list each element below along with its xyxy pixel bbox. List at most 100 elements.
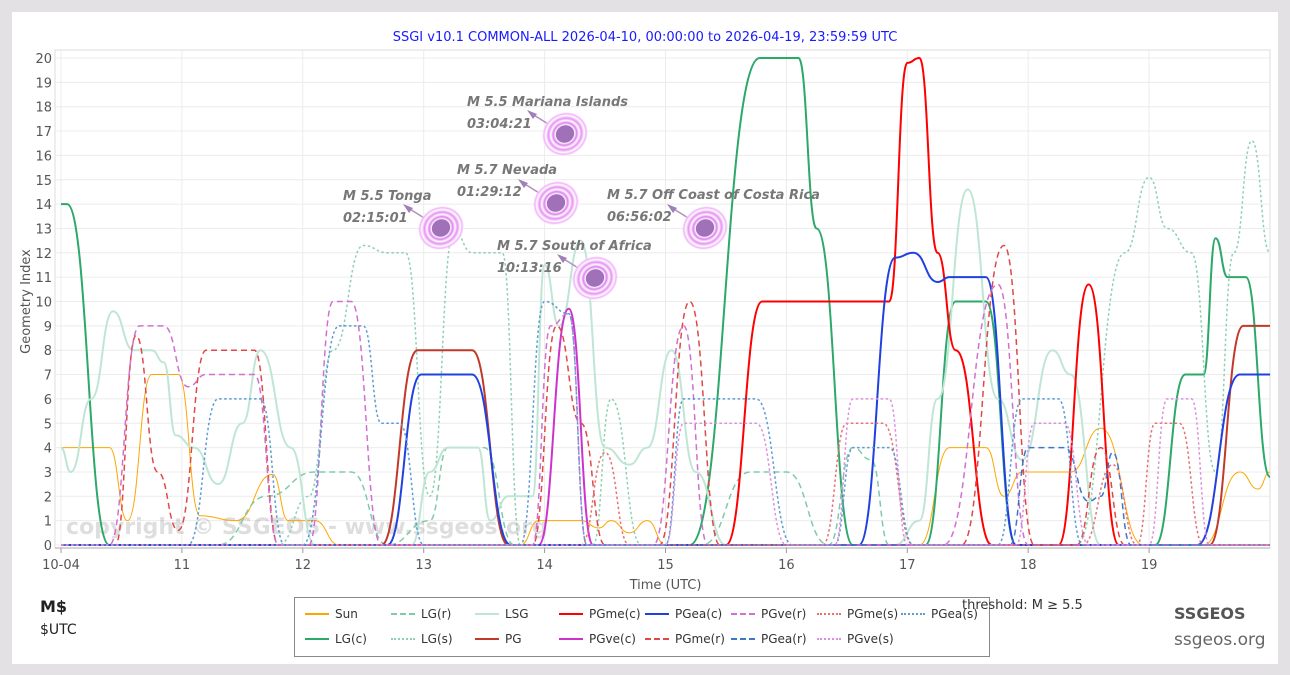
earthquake-time: 06:56:02 (607, 210, 672, 225)
brand-name: SSGEOS (1174, 604, 1246, 623)
x-tick-label: 12 (295, 558, 312, 573)
earthquake-annotation: M 5.5 Tonga 02:15:01 (343, 186, 431, 230)
legend-item[interactable]: PG (475, 632, 522, 646)
legend-swatch (475, 638, 499, 640)
legend-swatch (817, 613, 841, 615)
legend-swatch (305, 638, 329, 640)
series-line-pgmer (60, 244, 1270, 546)
earthquake-time: 01:29:12 (457, 185, 522, 200)
y-tick-label: 18 (35, 101, 52, 116)
legend-label: PGea(s) (931, 607, 978, 621)
arrow-head-icon (527, 110, 537, 119)
y-axis-label: Geometry Index (19, 249, 34, 354)
plot-area (54, 49, 1271, 549)
legend-item[interactable]: Sun (305, 607, 358, 621)
y-tick-label: 6 (44, 393, 52, 408)
legend-swatch (391, 613, 415, 615)
arrow-head-icon (518, 179, 528, 188)
legend-item[interactable]: PGme(c) (559, 607, 641, 621)
earthquake-time: 03:04:21 (467, 117, 532, 132)
arrow-head-icon (557, 254, 567, 263)
earthquake-annotation: M 5.7 Off Coast of Costa Rica 06:56:02 (607, 185, 820, 229)
series-line-lsg (60, 188, 1270, 547)
x-tick-label: 10-04 (42, 558, 80, 573)
legend-swatch (817, 638, 841, 640)
legend-item[interactable]: LG(r) (391, 607, 451, 621)
y-tick-label: 20 (35, 52, 52, 67)
brand-site: ssgeos.org (1174, 630, 1266, 650)
y-tick-label: 8 (44, 344, 52, 359)
legend-label: PGme(s) (847, 607, 899, 621)
legend-item[interactable]: PGve(r) (731, 607, 806, 621)
legend-swatch (731, 638, 755, 640)
series-line-sun (60, 374, 1271, 546)
legend-swatch (559, 638, 583, 640)
legend-label: LG(s) (421, 632, 453, 646)
earthquake-label: M 5.5 Tonga (343, 189, 432, 204)
magnitude-label: M$ (40, 597, 68, 616)
y-tick-label: 3 (44, 466, 52, 481)
legend-label: LG(c) (335, 632, 367, 646)
y-tick-label: 17 (35, 125, 52, 140)
legend-swatch (305, 613, 329, 615)
x-tick-label: 18 (1020, 558, 1037, 573)
y-tick-label: 12 (35, 247, 52, 262)
legend-label: PGme(c) (589, 607, 641, 621)
threshold-label: threshold: M ≥ 5.5 (962, 598, 1083, 613)
legend-swatch (391, 638, 415, 640)
earthquake-annotation: M 5.7 Nevada 01:29:12 (457, 160, 557, 204)
legend-item[interactable]: PGea(s) (901, 607, 978, 621)
legend-item[interactable]: LG(s) (391, 632, 453, 646)
earthquake-target-icon (681, 205, 729, 251)
legend-swatch (901, 613, 925, 615)
series-line-pgeas (60, 300, 1270, 546)
earthquake-annotation: M 5.7 South of Africa 10:13:16 (497, 236, 652, 280)
x-tick-label: 11 (174, 558, 191, 573)
legend-label: Sun (335, 607, 358, 621)
series-line-pgver (60, 283, 1270, 546)
legend-item[interactable]: PGea(c) (645, 607, 722, 621)
y-tick-label: 15 (35, 174, 52, 189)
y-tick-label: 5 (44, 417, 52, 432)
chart-title: SSGI v10.1 COMMON-ALL 2026-04-10, 00:00:… (392, 30, 898, 45)
legend-label: PGme(r) (675, 632, 725, 646)
earthquake-target-icon (541, 111, 589, 157)
legend-item[interactable]: PGme(r) (645, 632, 725, 646)
legend-item[interactable]: LG(c) (305, 632, 367, 646)
series-line-pgear (60, 446, 1270, 546)
y-tick-label: 9 (44, 320, 52, 335)
y-tick-label: 7 (44, 369, 52, 384)
x-tick-label: 14 (536, 558, 553, 573)
y-tick-label: 16 (35, 149, 52, 164)
earthquake-time: 02:15:01 (343, 211, 408, 226)
legend-label: PGea(r) (761, 632, 807, 646)
legend-label: PGve(c) (589, 632, 636, 646)
y-tick-label: 14 (35, 198, 52, 213)
earthquake-label: M 5.7 Off Coast of Costa Rica (607, 188, 820, 203)
legend-swatch (475, 613, 499, 615)
earthquake-target-icon (571, 255, 619, 301)
legend-item[interactable]: PGme(s) (817, 607, 898, 621)
arrow-head-icon (667, 204, 677, 213)
y-tick-label: 11 (35, 271, 52, 286)
legend-label: LSG (505, 607, 529, 621)
timezone-label: $UTC (40, 622, 77, 638)
legend-swatch (645, 613, 669, 615)
legend-item[interactable]: PGve(c) (559, 632, 636, 646)
earthquake-annotation: M 5.5 Mariana Islands 03:04:21 (467, 92, 628, 136)
y-tick-label: 2 (44, 490, 52, 505)
earthquake-label: M 5.7 South of Africa (497, 239, 652, 254)
legend-item[interactable]: LSG (475, 607, 529, 621)
series-line-pgmec (60, 56, 1270, 547)
legend: Sun LG(r) LSG PGme(c) PGea(c) PGve(r) PGme(s) P… (294, 597, 990, 657)
legend-label: LG(r) (421, 607, 452, 621)
legend-item[interactable]: PGve(s) (817, 632, 894, 646)
legend-item[interactable]: PGea(r) (731, 632, 807, 646)
legend-label: PG (505, 632, 522, 646)
y-tick-label: 19 (35, 76, 52, 91)
x-tick-label: 13 (415, 558, 432, 573)
legend-label: PGve(s) (847, 632, 894, 646)
x-axis-label: Time (UTC) (629, 578, 702, 593)
x-tick-label: 17 (899, 558, 916, 573)
